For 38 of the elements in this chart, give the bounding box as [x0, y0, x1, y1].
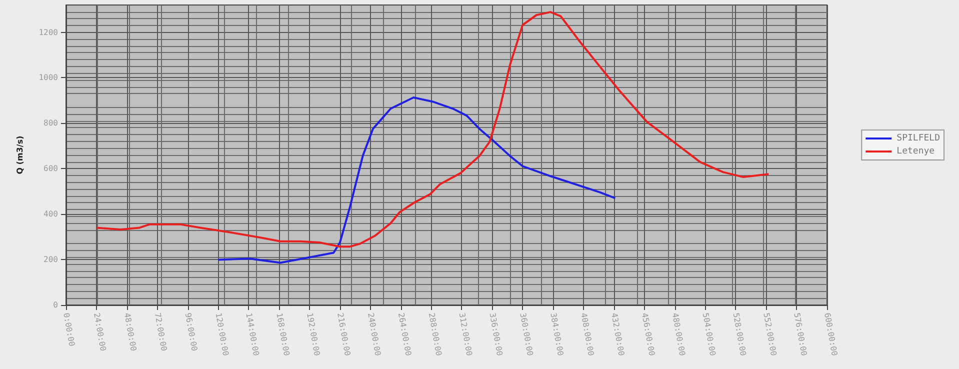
x-tick-label: 456:00:00: [640, 312, 656, 357]
y-tick-label: 400: [44, 210, 58, 219]
x-tick-label: 504:00:00: [700, 312, 718, 357]
y-tick-label: 1000: [38, 73, 58, 82]
y-tick-label: 600: [44, 164, 58, 174]
x-tick-label: 312:00:00: [457, 312, 474, 357]
x-tick-label: 216:00:00: [336, 312, 352, 357]
x-tick-label: 576:00:00: [792, 312, 809, 357]
x-tick-label: 240:00:00: [366, 312, 382, 357]
x-tick-label: 72:00:00: [152, 312, 168, 352]
x-tick-label: 168:00:00: [274, 312, 292, 357]
x-tick-label: 48:00:00: [122, 312, 138, 352]
x-tick-label: 408:00:00: [579, 312, 596, 357]
x-tick-label: 600:00:00: [822, 312, 840, 357]
x-tick-label: 384:00:00: [548, 312, 566, 357]
x-tick-label: 0:00:00: [62, 312, 76, 348]
x-tick-label: 336:00:00: [488, 312, 504, 357]
x-tick-label: 480:00:00: [670, 312, 687, 357]
x-tick-label: 24:00:00: [92, 312, 108, 352]
x-tick-label: 120:00:00: [214, 312, 230, 357]
y-tick-label: 1200: [38, 28, 58, 37]
legend-label: SPILFELD: [896, 134, 940, 144]
y-tick-label: 0: [53, 300, 58, 310]
y-axis-title: Q (m3/s): [16, 136, 24, 174]
x-tick-label: 552:00:00: [762, 312, 778, 357]
x-tick-label: 264:00:00: [396, 312, 413, 357]
x-tick-label: 96:00:00: [183, 312, 199, 352]
x-tick-label: 528:00:00: [731, 312, 748, 357]
legend-label: Letenye: [896, 146, 935, 156]
y-tick-label: 200: [44, 255, 58, 264]
x-tick-label: 144:00:00: [244, 312, 261, 357]
line-series: [95, 11, 770, 248]
x-tick-label: 288:00:00: [426, 312, 444, 357]
line-series: [217, 96, 616, 264]
x-tick-label: 360:00:00: [518, 312, 535, 357]
y-tick-label: 800: [44, 118, 58, 128]
x-tick-label: 432:00:00: [609, 312, 626, 357]
x-tick-label: 192:00:00: [305, 312, 322, 357]
